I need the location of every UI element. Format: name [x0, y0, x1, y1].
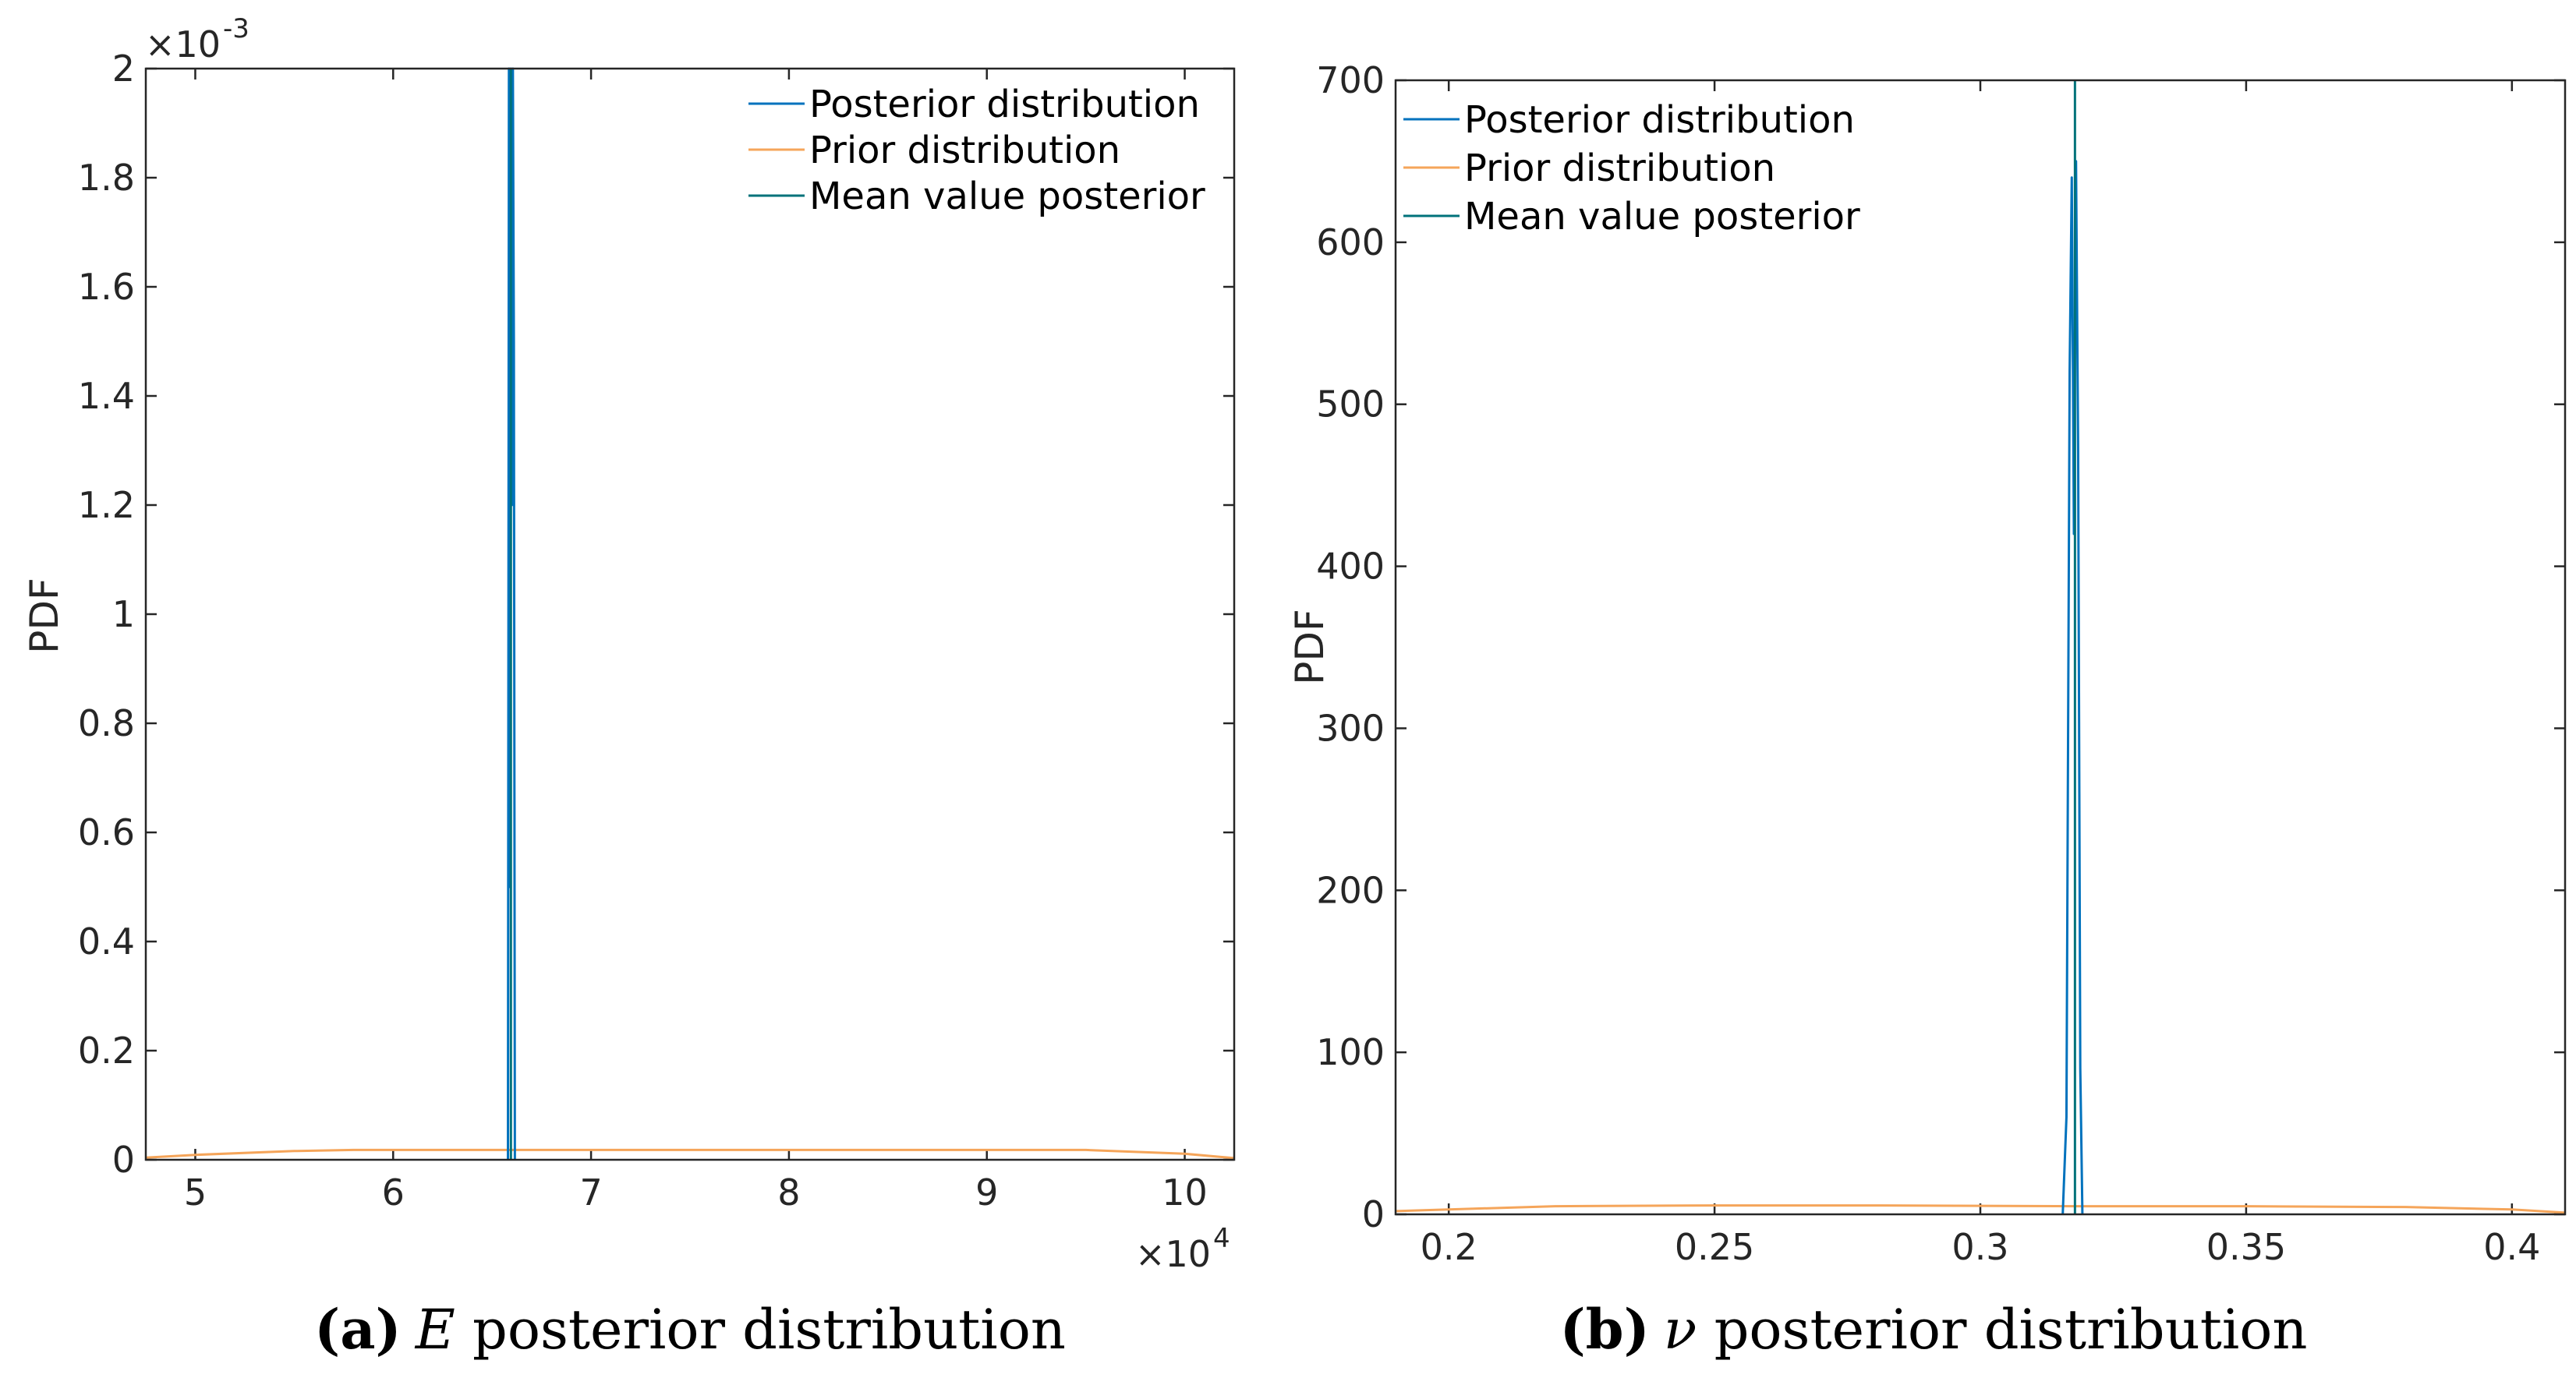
y-tick-label: 100	[1316, 1031, 1385, 1073]
panel-a-x-exponent-base: ×10	[1135, 1233, 1211, 1275]
y-tick-label: 700	[1316, 59, 1385, 101]
y-tick-label: 0.4	[78, 920, 135, 963]
legend-label-mean: Mean value posterior	[1464, 195, 1860, 238]
x-tick-label: 0.35	[2206, 1226, 2286, 1268]
x-tick-label: 7	[579, 1171, 602, 1214]
x-tick-label: 0.4	[2483, 1226, 2540, 1268]
panel-b-axes-box	[1394, 79, 2567, 1216]
x-tick-label: 9	[975, 1171, 998, 1214]
panel-a-ylabel: PDF	[22, 578, 67, 653]
y-tick-label: 0.8	[78, 702, 135, 744]
y-tick-label: 0	[112, 1139, 135, 1181]
panel-a-y-exponent-base: ×10	[145, 23, 221, 65]
panel-a-caption: (a) E posterior distribution	[314, 1297, 1066, 1362]
series-prior-line	[145, 1148, 1235, 1160]
x-tick-label: 6	[382, 1171, 405, 1214]
panel-a-x-exponent: ×10 4	[1135, 1223, 1230, 1275]
y-tick-label: 1.8	[78, 157, 135, 199]
panel-b-ylabel: PDF	[1287, 609, 1332, 684]
panel-a-energy-modulus: 5 6 7 8 9 10 0 0.2 0.4 0.6 0.8 1 1.2 1.4 1.6 1.8 2 PDF ×…	[22, 13, 1236, 1362]
panel-b-poisson-ratio: 0.2 0.25 0.3 0.35 0.40100200300400500600700 …	[1287, 59, 2567, 1362]
x-tick-label: 0.25	[1675, 1226, 1754, 1268]
y-tick-label: 1.6	[78, 266, 135, 308]
y-tick-label: 1	[112, 593, 135, 635]
legend-item: Mean value posterior	[748, 175, 1205, 218]
x-tick-label: 5	[184, 1171, 207, 1214]
series-prior-line	[1395, 1204, 2566, 1214]
panel-a-axes-box	[144, 67, 1236, 1161]
panel-a-y-exponent-power: -3	[223, 13, 249, 44]
y-tick-label: 300	[1316, 707, 1385, 749]
y-tick-label: 500	[1316, 383, 1385, 426]
y-tick-label: 0.6	[78, 811, 135, 853]
panel-a-plot-area	[146, 69, 1234, 1160]
legend-label-prior: Prior distribution	[809, 129, 1120, 172]
legend-item: Prior distribution	[1403, 147, 1775, 190]
y-tick-label: 1.2	[78, 484, 135, 526]
y-tick-label: 400	[1316, 546, 1385, 588]
y-tick-label: 1.4	[78, 375, 135, 417]
panel-b-caption-label: (b)	[1560, 1297, 1650, 1362]
legend-label-posterior: Posterior distribution	[1464, 98, 1855, 142]
x-tick-label: 0.2	[1421, 1226, 1477, 1268]
legend-label-prior: Prior distribution	[1464, 147, 1775, 190]
panel-b-caption: (b) ν posterior distribution	[1560, 1297, 2308, 1362]
y-tick-label: 0	[1362, 1193, 1385, 1235]
y-tick-label: 600	[1316, 221, 1385, 263]
panel-a-x-exponent-power: 4	[1213, 1223, 1230, 1254]
y-tick-label: 200	[1316, 869, 1385, 911]
y-tick-label: 0.2	[78, 1030, 135, 1072]
legend-item: Posterior distribution	[748, 83, 1200, 126]
panel-a-legend: Posterior distribution Prior distributio…	[748, 83, 1205, 218]
panel-a-caption-label: (a)	[314, 1297, 402, 1362]
panel-a-caption-text: posterior distribution	[455, 1298, 1066, 1362]
y-tick-label: 2	[112, 48, 135, 90]
panel-a-caption-symbol: E	[414, 1298, 455, 1362]
x-tick-label: 10	[1162, 1171, 1208, 1214]
legend-item: Mean value posterior	[1403, 195, 1860, 238]
panel-a-y-exponent: ×10 -3	[145, 13, 249, 65]
panel-b-plot-area	[1396, 80, 2565, 1214]
legend-item: Prior distribution	[748, 129, 1120, 172]
x-tick-label: 8	[777, 1171, 800, 1214]
panel-b-caption-text: posterior distribution	[1697, 1298, 2307, 1362]
x-tick-label: 0.3	[1951, 1226, 2008, 1268]
legend-label-mean: Mean value posterior	[809, 175, 1205, 218]
panel-b-legend: Posterior distribution Prior distributio…	[1403, 98, 1860, 238]
legend-label-posterior: Posterior distribution	[809, 83, 1200, 126]
legend-item: Posterior distribution	[1403, 98, 1855, 142]
panel-b-caption-symbol: ν	[1664, 1298, 1697, 1362]
